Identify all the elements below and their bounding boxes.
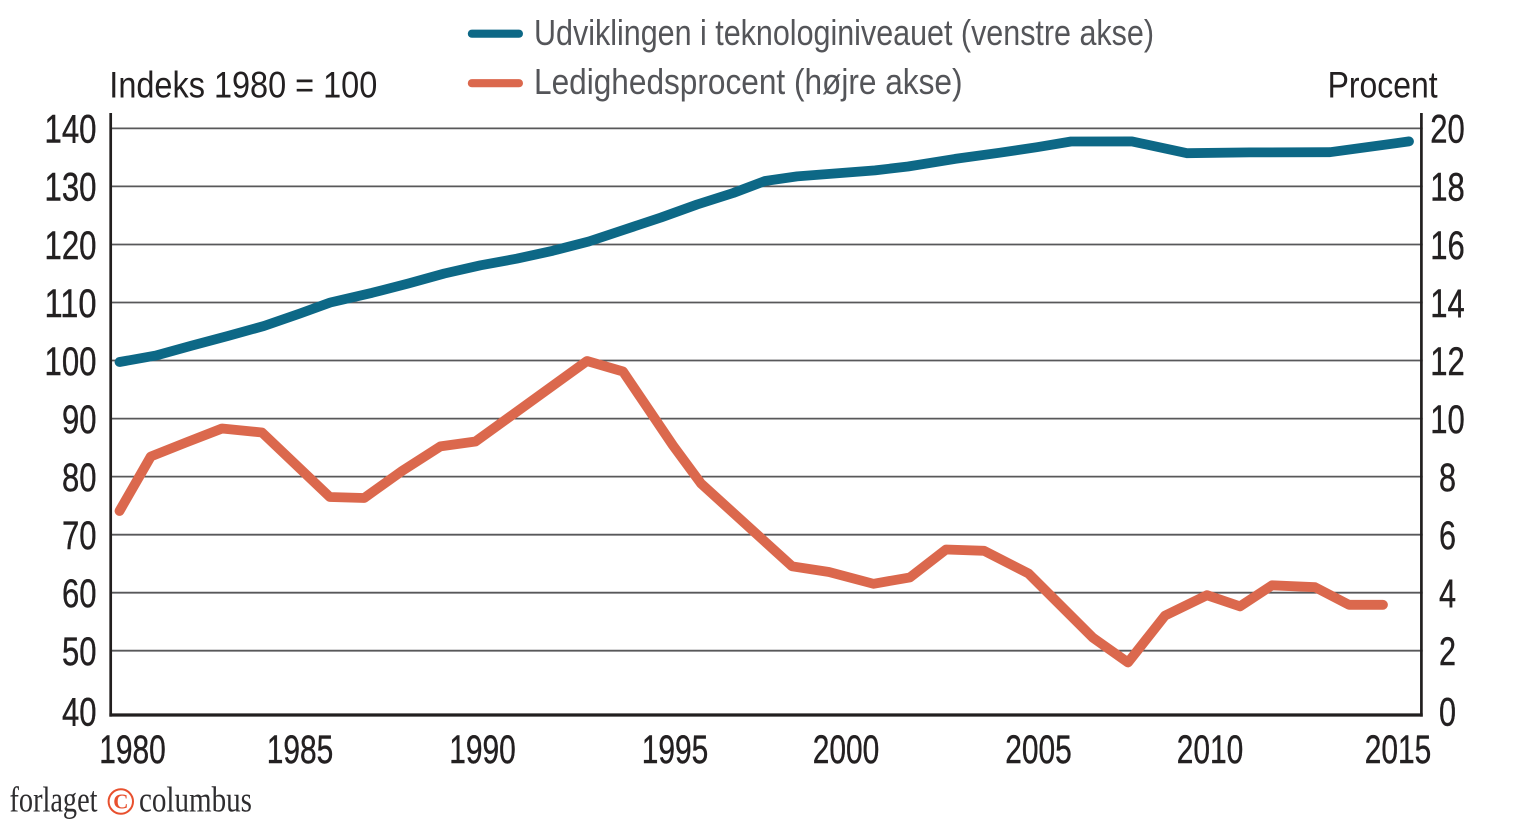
- svg-text:1980: 1980: [99, 728, 166, 772]
- svg-text:110: 110: [45, 282, 97, 326]
- svg-text:120: 120: [45, 224, 97, 268]
- svg-text:100: 100: [45, 340, 97, 384]
- svg-text:12: 12: [1430, 340, 1465, 384]
- svg-text:60: 60: [62, 572, 97, 616]
- svg-text:70: 70: [62, 514, 97, 558]
- svg-text:Procent: Procent: [1328, 65, 1439, 106]
- svg-text:20: 20: [1430, 108, 1465, 152]
- svg-text:90: 90: [62, 398, 97, 442]
- svg-text:14: 14: [1430, 282, 1465, 326]
- svg-text:1985: 1985: [267, 728, 334, 772]
- svg-text:C: C: [113, 790, 128, 814]
- svg-text:130: 130: [45, 166, 97, 210]
- svg-text:Udviklingen i teknologiniveaue: Udviklingen i teknologiniveauet (venstre…: [534, 12, 1154, 53]
- svg-text:0: 0: [1439, 690, 1456, 734]
- svg-text:forlaget: forlaget: [10, 780, 98, 820]
- svg-text:2005: 2005: [1005, 728, 1072, 772]
- svg-text:50: 50: [62, 630, 97, 674]
- svg-text:8: 8: [1439, 456, 1456, 500]
- svg-text:1995: 1995: [642, 728, 709, 772]
- svg-text:10: 10: [1430, 398, 1465, 442]
- svg-text:16: 16: [1430, 224, 1465, 268]
- svg-text:1990: 1990: [449, 728, 516, 772]
- svg-text:4: 4: [1439, 572, 1456, 616]
- svg-text:columbus: columbus: [139, 780, 252, 820]
- svg-text:80: 80: [62, 456, 97, 500]
- svg-text:140: 140: [45, 108, 97, 152]
- svg-text:18: 18: [1430, 166, 1465, 210]
- svg-text:2: 2: [1439, 630, 1456, 674]
- svg-text:2010: 2010: [1177, 728, 1244, 772]
- svg-text:2000: 2000: [813, 728, 880, 772]
- svg-text:Indeks 1980 = 100: Indeks 1980 = 100: [109, 65, 377, 106]
- svg-text:2015: 2015: [1365, 728, 1432, 772]
- svg-text:40: 40: [62, 690, 97, 734]
- svg-text:Ledighedsprocent (højre akse): Ledighedsprocent (højre akse): [534, 61, 963, 102]
- svg-text:6: 6: [1439, 514, 1456, 558]
